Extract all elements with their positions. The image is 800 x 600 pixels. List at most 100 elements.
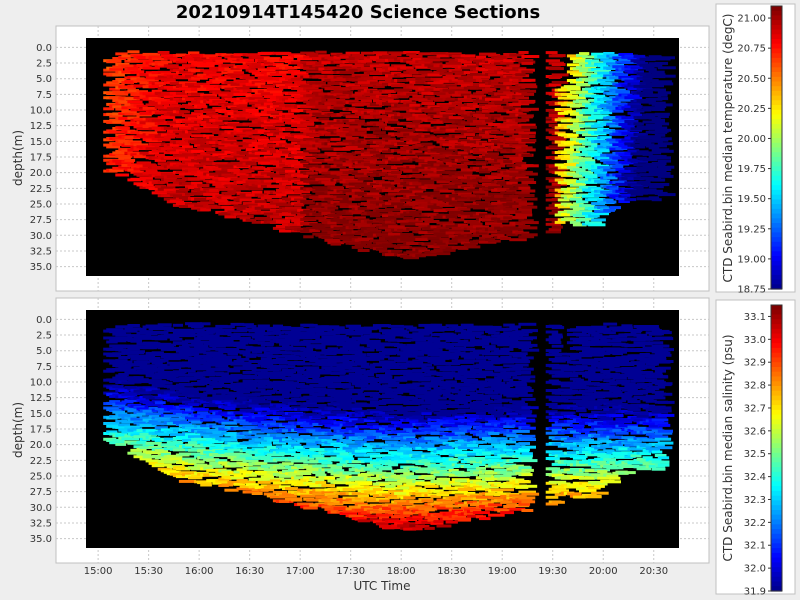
temperature-data-cell bbox=[215, 59, 233, 63]
temperature-data-cell bbox=[591, 218, 606, 222]
temperature-data-cell bbox=[227, 68, 243, 72]
temperature-data-cell bbox=[230, 177, 248, 181]
salinity-data-cell bbox=[175, 373, 187, 377]
temperature-data-cell bbox=[154, 128, 166, 132]
temperature-data-cell bbox=[651, 71, 664, 75]
temperature-data-cell bbox=[475, 98, 488, 102]
temperature-data-cell bbox=[497, 55, 515, 59]
temperature-data-cell bbox=[545, 120, 558, 124]
salinity-data-cell bbox=[245, 483, 259, 487]
temperature-data-cell bbox=[191, 100, 202, 104]
temperature-data-cell bbox=[357, 144, 373, 148]
temperature-data-cell bbox=[109, 96, 126, 100]
salinity-data-cell bbox=[215, 342, 226, 345]
temperature-data-cell bbox=[400, 151, 418, 155]
salinity-data-cell bbox=[185, 322, 202, 326]
temperature-data-cell bbox=[460, 121, 477, 125]
temperature-data-cell bbox=[303, 66, 321, 70]
salinity-data-cell bbox=[197, 355, 213, 358]
temperature-data-cell bbox=[433, 114, 451, 118]
salinity-data-cell bbox=[188, 347, 206, 351]
salinity-data-cell bbox=[221, 374, 235, 378]
temperature-data-cell bbox=[263, 108, 276, 112]
temperature-data-cell bbox=[145, 179, 160, 183]
salinity-data-cell bbox=[221, 421, 238, 425]
temperature-data-cell bbox=[394, 65, 405, 69]
salinity-data-cell bbox=[227, 385, 246, 389]
temperature-data-cell bbox=[600, 111, 613, 115]
temperature-data-cell bbox=[418, 52, 436, 56]
temperature-data-cell bbox=[212, 198, 228, 201]
temperature-data-cell bbox=[397, 157, 409, 161]
temperature-data-cell bbox=[297, 135, 314, 139]
temperature-data-cell bbox=[594, 193, 607, 197]
temperature-data-cell bbox=[436, 103, 455, 106]
temperature-data-cell bbox=[354, 244, 367, 248]
temperature-data-cell bbox=[600, 58, 614, 62]
temperature-data-cell bbox=[457, 77, 475, 81]
temperature-data-cell bbox=[624, 181, 642, 185]
temperature-data-cell bbox=[463, 71, 478, 75]
temperature-data-cell bbox=[345, 115, 359, 119]
salinity-data-cell bbox=[185, 377, 197, 381]
temperature-data-cell bbox=[457, 223, 468, 227]
temperature-data-cell bbox=[254, 119, 267, 122]
temperature-data-cell bbox=[445, 231, 462, 235]
salinity-data-cell bbox=[185, 426, 202, 430]
temperature-data-cell bbox=[409, 140, 421, 144]
salinity-data-cell bbox=[115, 425, 131, 429]
temperature-data-cell bbox=[248, 187, 264, 191]
temperature-data-cell bbox=[521, 135, 536, 138]
temperature-data-cell bbox=[160, 101, 179, 105]
salinity-data-cell bbox=[245, 442, 261, 446]
salinity-data-cell bbox=[221, 444, 238, 448]
temperature-data-cell bbox=[285, 226, 301, 230]
temperature-data-cell bbox=[363, 194, 382, 197]
temperature-data-cell bbox=[436, 180, 450, 184]
temperature-data-cell bbox=[436, 69, 447, 72]
temperature-data-cell bbox=[224, 175, 238, 179]
temperature-data-cell bbox=[642, 158, 658, 162]
salinity-data-cell bbox=[203, 351, 220, 355]
temperature-data-cell bbox=[642, 136, 659, 140]
salinity-data-cell bbox=[148, 406, 161, 410]
temperature-data-cell bbox=[603, 52, 615, 55]
temperature-data-cell bbox=[260, 124, 274, 128]
temperature-data-cell bbox=[188, 177, 205, 181]
temperature-data-cell bbox=[351, 195, 363, 198]
temperature-data-cell bbox=[342, 91, 353, 95]
temperature-data-cell bbox=[382, 195, 395, 199]
temperature-data-cell bbox=[491, 155, 504, 159]
temperature-data-cell bbox=[491, 233, 505, 237]
temperature-data-cell bbox=[142, 66, 160, 70]
salinity-data-cell bbox=[169, 457, 187, 461]
temperature-data-cell bbox=[269, 174, 286, 178]
temperature-data-cell bbox=[275, 84, 289, 88]
temperature-data-cell bbox=[621, 173, 638, 177]
temperature-data-cell bbox=[136, 56, 154, 60]
temperature-data-cell bbox=[169, 113, 184, 117]
temperature-data-cell bbox=[239, 58, 255, 62]
temperature-data-cell bbox=[591, 74, 605, 78]
temperature-data-cell bbox=[312, 189, 326, 193]
temperature-data-cell bbox=[224, 144, 239, 147]
temperature-data-cell bbox=[485, 222, 503, 226]
temperature-data-cell bbox=[309, 102, 323, 106]
temperature-data-cell bbox=[330, 186, 344, 190]
temperature-data-cell bbox=[591, 68, 609, 72]
salinity-data-cell bbox=[245, 387, 257, 390]
temperature-data-cell bbox=[430, 154, 448, 157]
salinity-data-cell bbox=[109, 354, 121, 358]
temperature-data-cell bbox=[127, 105, 140, 109]
temperature-data-cell bbox=[306, 52, 319, 56]
temperature-data-cell bbox=[430, 185, 445, 188]
salinity-data-cell bbox=[242, 459, 259, 463]
temperature-data-cell bbox=[224, 208, 235, 211]
temperature-data-cell bbox=[385, 111, 400, 115]
temperature-data-cell bbox=[394, 180, 405, 184]
temperature-data-cell bbox=[200, 123, 212, 127]
salinity-data-cell bbox=[154, 463, 172, 467]
temperature-data-cell bbox=[215, 185, 227, 189]
salinity-data-cells bbox=[103, 322, 675, 531]
temperature-data-cell bbox=[397, 243, 410, 247]
